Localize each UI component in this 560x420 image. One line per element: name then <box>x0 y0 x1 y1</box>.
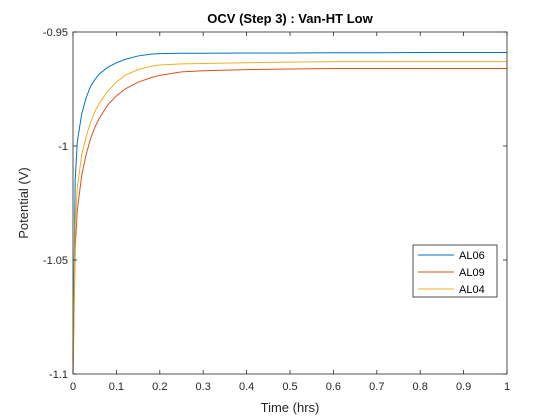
legend-label-al04: AL04 <box>459 284 485 296</box>
x-tick-label: 0.8 <box>413 381 428 393</box>
y-tick-label: -1.1 <box>49 369 68 381</box>
chart-title: OCV (Step 3) : Van-HT Low <box>207 11 373 26</box>
y-tick-label: -0.95 <box>43 27 68 39</box>
y-tick-label: -1.05 <box>43 255 68 267</box>
series-line-al06 <box>72 52 507 375</box>
y-axis-label: Potential (V) <box>16 167 31 239</box>
y-tick-label: -1 <box>58 141 68 153</box>
x-tick-label: 0.7 <box>369 381 384 393</box>
plot-area <box>73 32 507 374</box>
x-axis-label: Time (hrs) <box>261 400 320 415</box>
x-tick-label: 0.3 <box>196 381 211 393</box>
x-tick-label: 0.9 <box>456 381 471 393</box>
legend: AL06 AL09 AL04 <box>412 244 498 298</box>
x-tick-label: 0.6 <box>326 381 341 393</box>
series-line-al04 <box>72 61 507 375</box>
x-tick-label: 0.2 <box>152 381 167 393</box>
legend-label-al09: AL09 <box>459 267 485 279</box>
y-ticks: -1.1 -1.05 -1 -0.95 <box>43 27 507 381</box>
legend-label-al06: AL06 <box>459 250 485 262</box>
x-tick-label: 0 <box>70 381 76 393</box>
x-tick-label: 1 <box>504 381 510 393</box>
series-line-al09 <box>72 67 507 375</box>
legend-box <box>412 244 498 298</box>
series-layer <box>72 52 507 375</box>
x-tick-label: 0.4 <box>239 381 254 393</box>
x-tick-label: 0.5 <box>282 381 297 393</box>
x-ticks: 0 0.1 0.2 0.3 0.4 0.5 0.6 0.7 0.8 0.9 1 <box>70 32 510 393</box>
x-tick-label: 0.1 <box>109 381 124 393</box>
